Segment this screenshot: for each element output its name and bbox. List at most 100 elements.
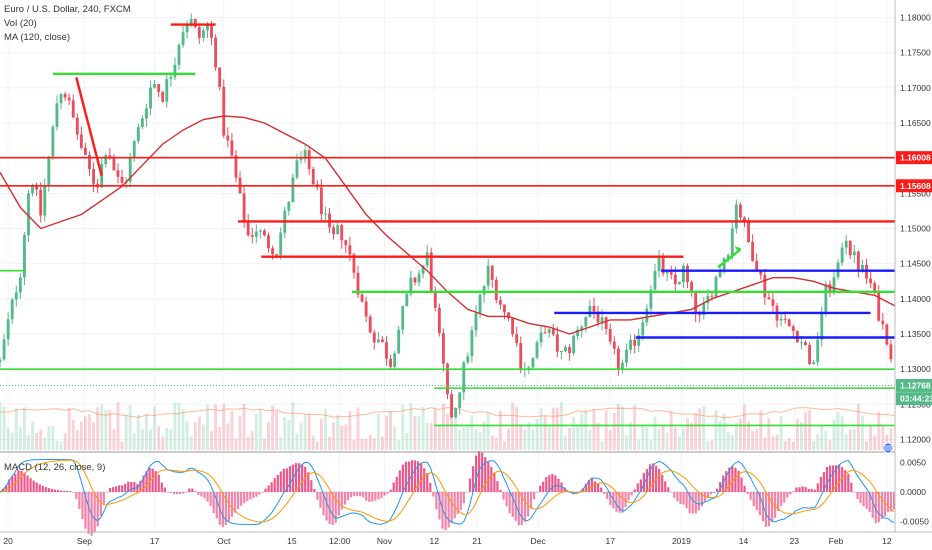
trend-drawings[interactable] [75,77,742,269]
candle-body [401,306,405,330]
volume-bar [393,426,397,450]
macd-histogram-bar [29,478,32,492]
macd-histogram-bar [618,492,621,513]
price-axis-label: 1.14500 [900,259,931,269]
candle-body [580,326,584,330]
macd-histogram-bar [108,487,112,492]
volume-bar [515,406,519,450]
time-axis-label: Oct [217,536,231,546]
macd-histogram-bar [792,491,795,492]
macd-histogram-bar [243,492,246,504]
volume-bar [759,410,763,450]
macd-histogram-bar [81,492,84,520]
volume-bar [319,418,323,450]
volume-bar [238,415,242,450]
ma-legend[interactable]: MA (120, close) [4,32,70,43]
macd-histogram-bar [236,492,240,509]
macd-histogram-bar [468,478,472,492]
volume-bar [677,436,681,450]
macd-histogram-bar [197,492,200,495]
volume-bar [84,416,87,450]
macd-axis[interactable]: 0.0050 0.0000 -0.0050 [900,457,929,526]
volume-bar [63,433,67,450]
volume-bar [336,415,340,450]
volume-bar [254,414,258,450]
volume-bar [429,423,433,450]
macd-histogram-bar [786,492,789,498]
candle-body [686,265,689,283]
volume-bar [124,414,128,450]
candle-body [616,348,620,370]
candle-body [311,168,315,185]
macd-histogram-bar [828,465,832,492]
macd-histogram-bar [276,474,279,492]
candle-body [844,240,848,248]
macd-histogram-bar [444,492,447,531]
candle-body [421,265,425,274]
macd-histogram-bar [127,481,130,492]
volume-bar [55,441,59,450]
candle-body [372,332,376,343]
candle-body [470,330,474,357]
macd-histogram-bar [536,491,539,493]
macd-legend[interactable]: MACD (12, 26, close, 9) [4,462,106,473]
volume-bar [51,425,55,450]
time-axis-label: Sep [77,536,92,546]
volume-bar [397,440,401,450]
candle-body [759,271,763,275]
macd-histogram-bar [340,492,343,510]
time-axis[interactable]: 20 Sep 17 Oct 15 12:00 Nov 12 21 Dec 17 2019 14 23 Feb… [3,536,891,546]
macd-histogram-bar [413,460,417,492]
macd-histogram-bar [767,492,771,527]
volume-bar [311,435,315,450]
volume-bar [804,412,807,450]
macd-histogram-bar [783,492,786,503]
volume-bar [67,408,71,450]
macd-histogram-bar [554,475,557,492]
volume-bar [157,426,161,450]
volume-bar [653,416,657,450]
candle-body [263,230,266,236]
candle-body [59,94,63,104]
candle-body [633,339,637,346]
symbol-legend[interactable]: Euro / U.S. Dollar, 240, FXCM [4,4,131,15]
volume-bar [572,416,576,450]
candle-body [808,344,811,365]
candle-body [458,392,462,409]
macd-histogram-bar [380,492,383,499]
candle-body [31,186,34,194]
macd-histogram-bar [456,492,459,514]
volume-bar [547,425,551,450]
macd-histogram-bar [166,492,170,493]
volume-bar [881,426,885,450]
volume-bar [136,414,140,450]
candle-body [767,297,771,300]
volume-bar [27,435,30,450]
volume-legend[interactable]: Vol (20) [4,18,37,29]
volume-bar [795,419,799,450]
macd-histogram-bar [517,492,520,526]
volume-bar [315,441,319,450]
candle-body [35,186,39,190]
macd-histogram-bar [880,492,883,519]
drawn-levels[interactable] [0,23,895,427]
volume-bar [682,427,685,450]
volume-bar [686,418,689,450]
macd-histogram-bar [142,475,145,492]
macd-histogram-bar [11,476,14,492]
candle-body [442,333,445,364]
volume-bar [584,408,588,450]
volume-bar [324,408,327,450]
macd-histogram-bar [374,492,377,501]
macd-histogram-bar [371,492,374,502]
macd-histogram-bar [343,492,346,505]
volume-bar [763,437,767,450]
settings-icon[interactable] [882,442,894,454]
candle-body [153,84,157,88]
volume-bar [869,425,873,450]
candle-body [385,342,388,359]
macd-histogram-bar [459,492,462,510]
candle-body [360,294,364,302]
time-axis-label: 23 [790,536,800,546]
